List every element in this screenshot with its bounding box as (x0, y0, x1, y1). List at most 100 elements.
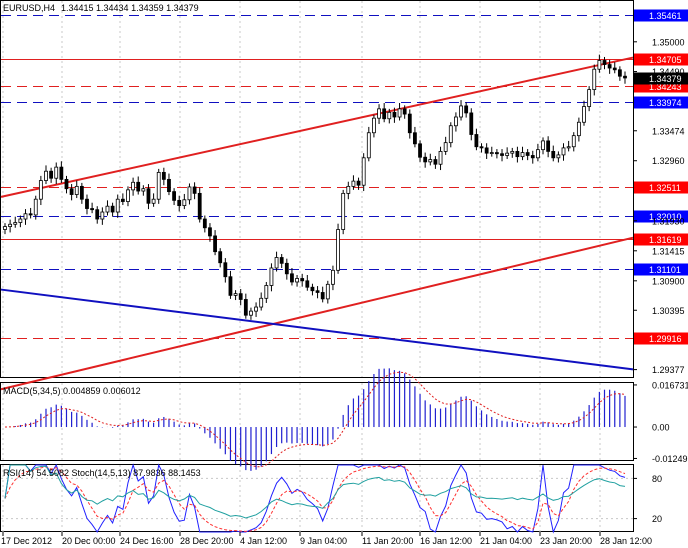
candle-body (351, 180, 356, 187)
trendline (0, 236, 634, 391)
candle-body (530, 155, 535, 159)
candle-body (484, 147, 489, 154)
candle-body (464, 105, 469, 114)
level-price-label: 1.32010 (649, 212, 682, 222)
level-price-tag (634, 233, 688, 246)
trendline (0, 288, 634, 371)
candle-body (382, 108, 387, 120)
candle-body (187, 186, 192, 201)
candle-body (213, 235, 217, 253)
candle-body (305, 280, 310, 288)
candle-body (300, 278, 305, 282)
candle-body (269, 267, 274, 286)
candle-body (238, 293, 243, 300)
price-tick-label: 1.31415 (652, 246, 685, 256)
candle-body (510, 150, 515, 154)
candle-body (566, 146, 571, 149)
candle-body (418, 143, 422, 158)
candle-body (172, 191, 176, 201)
candle-body (146, 188, 151, 204)
macd-tick-label: 0.00 (652, 423, 670, 433)
level-price-label: 1.34705 (649, 55, 682, 65)
candle-body (79, 185, 84, 200)
candle-body (182, 199, 187, 207)
candle-body (515, 150, 520, 158)
candle-body (428, 159, 433, 163)
time-tick-label: 9 Jan 04:00 (300, 536, 347, 546)
candle-body (346, 185, 351, 194)
candle-body (315, 290, 320, 293)
candle-body (90, 208, 95, 211)
candle-body (331, 269, 335, 285)
candle-body (556, 154, 561, 159)
macd-tick-label: -0.01249 (652, 454, 688, 464)
level-price-label: 1.29916 (649, 334, 682, 344)
candle-body (361, 157, 366, 186)
candle-body (141, 188, 146, 192)
candle-body (602, 60, 607, 65)
candle-body (161, 171, 166, 180)
level-price-tag (634, 9, 688, 22)
candle-body (3, 226, 7, 230)
candle-body (151, 198, 156, 204)
level-price-label: 1.35461 (649, 11, 682, 21)
time-tick-label: 11 Jan 20:00 (362, 536, 413, 546)
candle-body (407, 113, 412, 134)
macd-tick-label: 0.016731 (652, 380, 688, 390)
price-tick-label: 1.29377 (652, 365, 685, 375)
candle-body (13, 222, 18, 225)
candle-body (377, 108, 381, 119)
candle-body (387, 111, 392, 120)
level-price-label: 1.34243 (649, 82, 682, 92)
candle-body (44, 170, 48, 181)
candle-body (120, 198, 125, 202)
candle-body (131, 181, 135, 191)
candle-body (402, 108, 407, 115)
candle-body (546, 140, 551, 152)
rsi-line (4, 464, 626, 519)
price-tick-label: 1.33474 (652, 126, 685, 136)
candle-body (551, 150, 556, 159)
candle-body (69, 188, 74, 195)
candle-body (325, 283, 330, 300)
candle-body (233, 293, 238, 296)
candle-body (397, 108, 402, 118)
candle-body (100, 211, 105, 220)
trendline (0, 56, 634, 198)
candle-body (438, 150, 443, 165)
candle-body (535, 149, 540, 159)
macd-pane-frame (0, 382, 634, 461)
price-tick-label: 1.32960 (652, 156, 685, 166)
osc-tick-label: 80 (652, 474, 662, 484)
candle-body (341, 192, 346, 230)
candle-body (259, 297, 264, 308)
osc-pane-frame (0, 464, 634, 532)
candle-body (392, 111, 397, 118)
trendlines (0, 56, 634, 391)
candle-body (115, 198, 120, 213)
candle-body (54, 166, 59, 179)
candle-body (582, 106, 586, 123)
macd-histogram (4, 368, 626, 471)
level-price-label: 1.31619 (649, 235, 682, 245)
candle-body (202, 218, 207, 229)
candle-body (136, 181, 141, 192)
candle-body (469, 112, 474, 135)
time-tick-label: 28 Dec 20:00 (180, 536, 234, 546)
candle-body (59, 166, 64, 180)
candle-body (623, 75, 627, 79)
candle-body (310, 286, 315, 292)
candle-body (561, 147, 566, 156)
level-price-label: 1.33974 (649, 98, 682, 108)
time-tick-label: 24 Dec 16:00 (120, 536, 174, 546)
level-price-label: 1.31101 (649, 265, 681, 275)
candle-body (208, 227, 212, 237)
horizontal-levels: 1.35461 1.34705 1.34243 1.33974 1.32511 1.320… (1, 9, 688, 345)
candle-body (443, 142, 448, 152)
candle-body (433, 159, 438, 165)
price-tick-label: 1.35000 (652, 37, 685, 47)
candle-body (571, 135, 576, 148)
candle-body (95, 209, 100, 220)
candle-body (126, 189, 130, 202)
price-tick-label: 1.30395 (652, 306, 685, 316)
